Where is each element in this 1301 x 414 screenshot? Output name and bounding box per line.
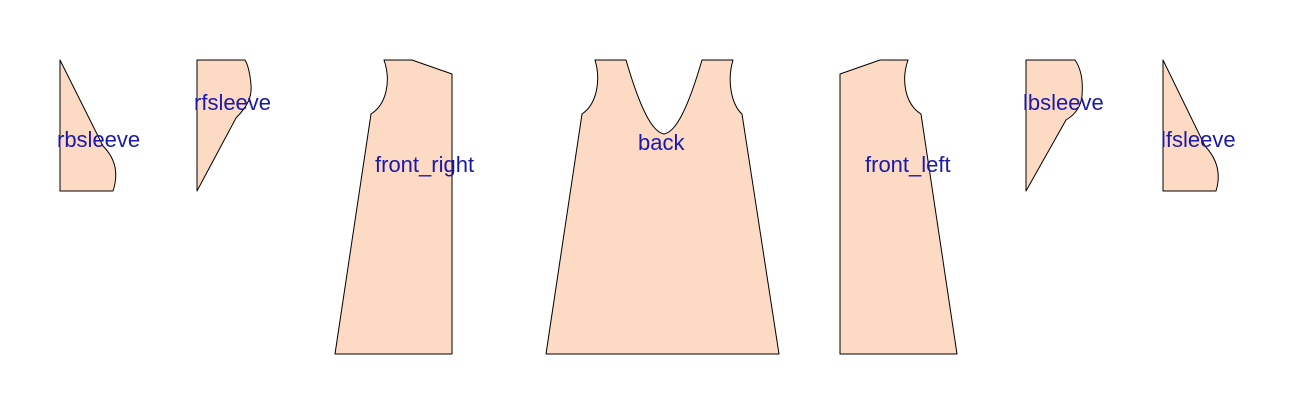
piece-lfsleeve xyxy=(1162,59,1219,192)
piece-front-right xyxy=(334,59,453,355)
piece-front-left xyxy=(839,59,958,355)
piece-lbsleeve xyxy=(1025,59,1083,192)
label-back: back xyxy=(638,130,685,155)
label-front-left: front_left xyxy=(865,152,951,177)
piece-back xyxy=(545,59,780,355)
label-lfsleeve: lfsleeve xyxy=(1161,127,1236,152)
piece-rfsleeve xyxy=(196,59,252,192)
label-rfsleeve: rfsleeve xyxy=(194,90,272,115)
label-lbsleeve: lbsleeve xyxy=(1023,90,1104,115)
piece-rbsleeve xyxy=(59,59,117,192)
label-front-right: front_right xyxy=(375,152,475,177)
label-rbsleeve: rbsleeve xyxy=(57,127,141,152)
